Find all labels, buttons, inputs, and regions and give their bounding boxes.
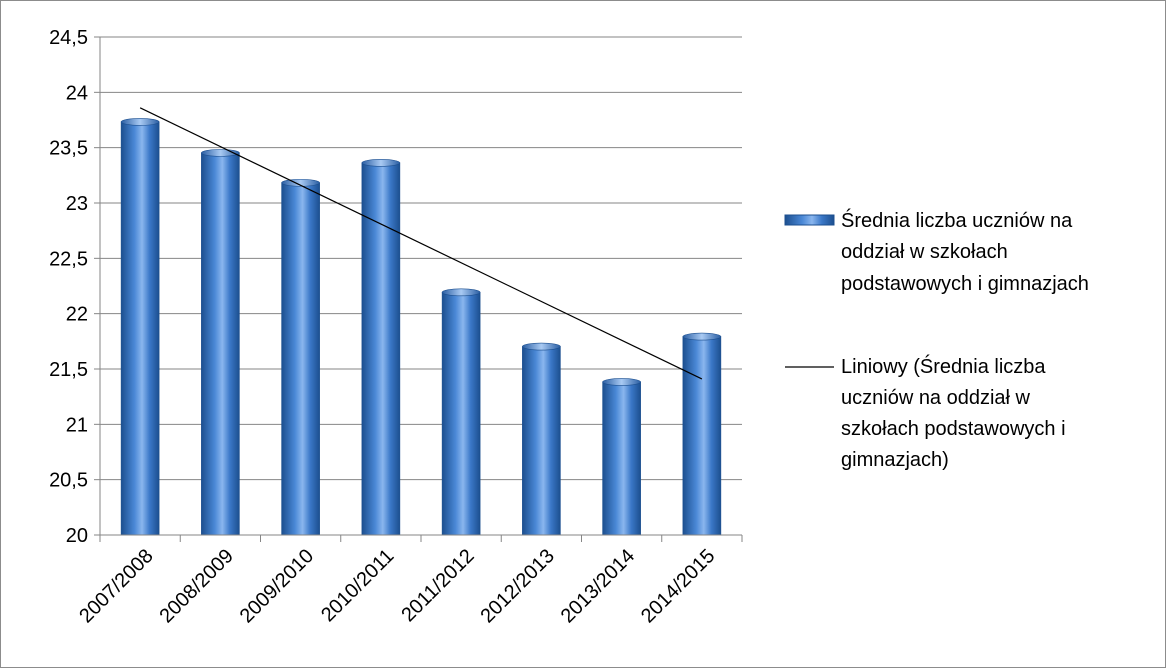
bar: [281, 178, 320, 536]
x-tick-label: 2011/2012: [397, 545, 478, 626]
trendline-layer: [139, 107, 703, 380]
bar-cap: [602, 378, 641, 386]
y-tick-label: 20: [66, 525, 88, 547]
bar: [602, 378, 641, 536]
bar-body: [201, 152, 240, 536]
legend-trend-line-4: gimnazjach): [841, 449, 949, 471]
bar: [522, 342, 561, 536]
trendline: [139, 107, 703, 380]
x-tick-label: 2013/2014: [557, 545, 639, 627]
bar: [201, 149, 240, 536]
x-tick-label: 2010/2011: [317, 545, 398, 626]
legend-trend-line-3: szkołach podstawowych i: [841, 418, 1066, 440]
x-tick-label: 2012/2013: [476, 545, 558, 627]
bar: [682, 332, 722, 536]
y-tick-label: 21,5: [49, 359, 88, 381]
y-tick-label: 21: [66, 414, 88, 436]
legend: Średnia liczba uczniów na oddział w szko…: [784, 208, 1089, 471]
y-tick-label: 23: [66, 193, 88, 215]
bars: [120, 118, 722, 536]
gridlines: [100, 36, 742, 481]
y-tick-label: 20,5: [49, 470, 88, 492]
bar-body: [522, 346, 561, 536]
legend-series-swatch: [784, 214, 835, 226]
x-tick-label: 2009/2010: [236, 545, 318, 627]
y-tick-label: 24: [66, 82, 88, 104]
x-tick-label: 2014/2015: [637, 545, 719, 627]
x-tick-label: 2007/2008: [75, 545, 157, 627]
y-tick-label: 22: [66, 304, 88, 326]
legend-series-line-3: podstawowych i gimnazjach: [841, 273, 1089, 295]
x-tick-label: 2008/2009: [155, 545, 237, 627]
bar-cap: [441, 288, 481, 297]
axes: [94, 36, 743, 542]
bar-cap: [682, 332, 722, 341]
x-axis-labels: 2007/20082008/20092009/20102010/20112011…: [75, 545, 719, 627]
bar: [361, 159, 401, 536]
legend-trend-line-1: Liniowy (Średnia liczba: [841, 354, 1046, 378]
legend-trend-line-2: uczniów na oddział w: [841, 387, 1031, 409]
bar: [120, 118, 160, 536]
bar-cap: [361, 159, 401, 167]
y-tick-label: 24,5: [49, 27, 88, 49]
y-axis-labels: 20 20,5 21 21,5 22 22,5 23 23,5 24 24,5: [49, 27, 88, 547]
bar: [441, 288, 481, 536]
bar-body: [602, 381, 641, 536]
y-tick-label: 22,5: [49, 248, 88, 270]
bar-cap: [120, 118, 160, 126]
bar-body: [361, 162, 401, 536]
bar-cap: [522, 342, 561, 351]
legend-series-line-1: Średnia liczba uczniów na: [841, 208, 1073, 232]
bar-body: [682, 336, 722, 536]
bar-body: [441, 292, 481, 536]
y-tick-label: 23,5: [49, 138, 88, 160]
legend-series-line-2: oddział w szkołach: [841, 241, 1008, 263]
bar-body: [120, 121, 160, 536]
bar-body: [281, 182, 320, 536]
